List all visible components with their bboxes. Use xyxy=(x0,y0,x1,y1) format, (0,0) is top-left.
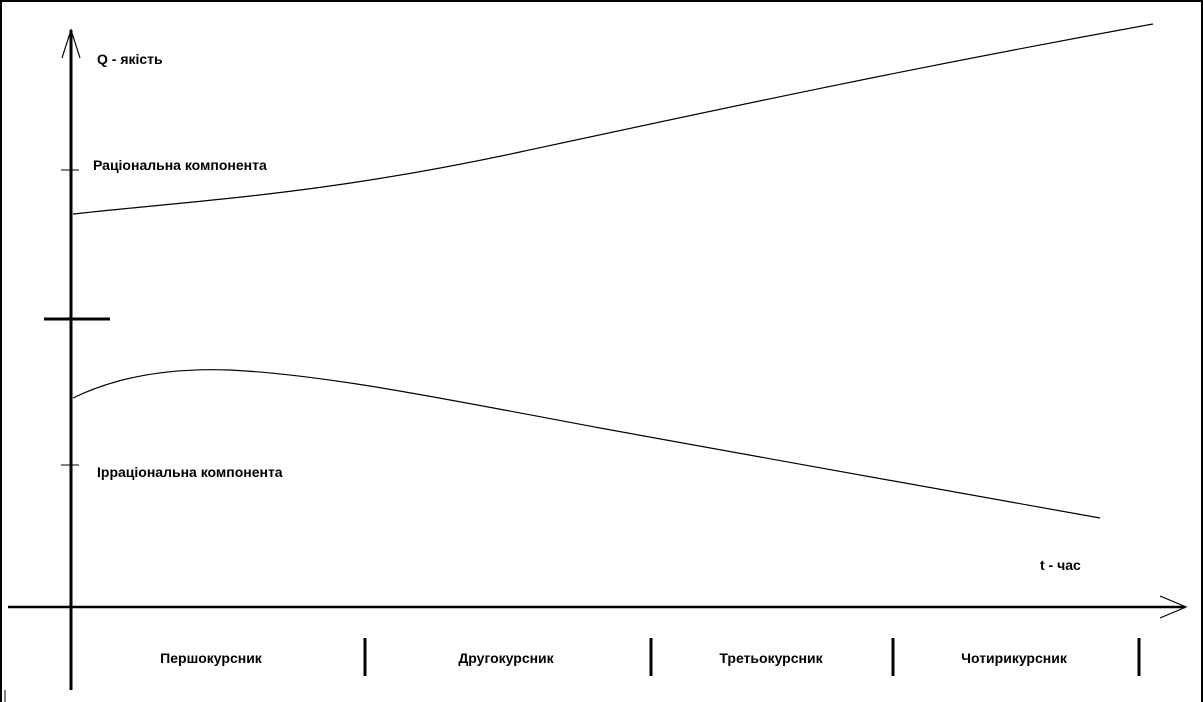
rational-component-label: Раціональна компонента xyxy=(93,157,267,173)
y-axis-arrow xyxy=(61,28,81,59)
stage-label-third-year: Третьокурсник xyxy=(719,650,823,666)
x-axis-label: t - час xyxy=(1040,557,1081,573)
y-axis-label: Q - якість xyxy=(97,51,163,67)
x-axis-arrow xyxy=(1159,595,1188,619)
stage-label-fourth-year: Чотирикурсник xyxy=(961,650,1068,666)
rational-component-curve xyxy=(72,23,1154,215)
irrational-component-curve xyxy=(72,369,1101,519)
irrational-component-label: Ірраціональна компонента xyxy=(97,464,283,480)
stage-label-first-year: Першокурсник xyxy=(160,650,263,666)
stage-label-second-year: Другокурсник xyxy=(458,650,554,666)
